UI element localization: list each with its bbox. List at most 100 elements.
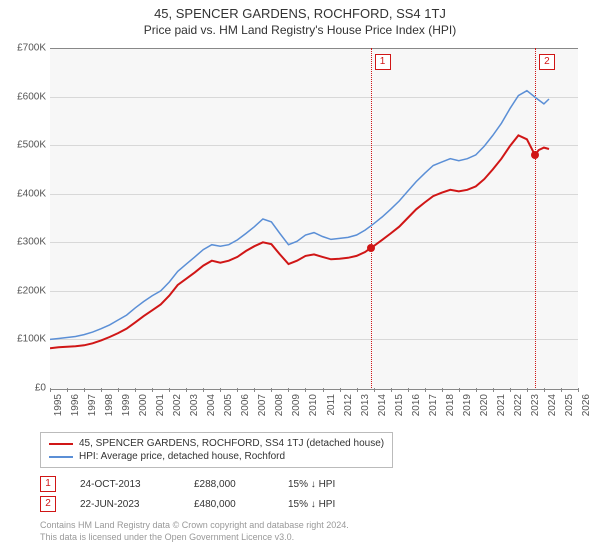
y-axis-label: £400K [17, 188, 46, 199]
x-axis-label: 2013 [360, 394, 371, 416]
x-tick [152, 388, 153, 392]
x-axis-label: 2007 [257, 394, 268, 416]
x-tick [561, 388, 562, 392]
transaction-date: 22-JUN-2023 [80, 499, 170, 510]
transaction-price: £480,000 [194, 499, 264, 510]
x-axis-label: 2023 [530, 394, 541, 416]
y-axis-label: £200K [17, 285, 46, 296]
x-tick [459, 388, 460, 392]
transaction-date: 24-OCT-2013 [80, 479, 170, 490]
x-tick [237, 388, 238, 392]
x-axis-label: 1997 [87, 394, 98, 416]
x-axis-label: 1998 [104, 394, 115, 416]
x-tick [254, 388, 255, 392]
x-axis-label: 2015 [394, 394, 405, 416]
x-axis-label: 2024 [547, 394, 558, 416]
x-tick [271, 388, 272, 392]
legend-swatch [49, 443, 73, 445]
y-axis-label: £0 [35, 383, 46, 394]
x-tick [50, 388, 51, 392]
x-tick [186, 388, 187, 392]
x-axis-label: 2017 [428, 394, 439, 416]
x-axis-label: 2011 [326, 394, 337, 416]
x-axis-label: 2010 [308, 394, 319, 416]
x-tick [288, 388, 289, 392]
x-tick [118, 388, 119, 392]
legend: 45, SPENCER GARDENS, ROCHFORD, SS4 1TJ (… [40, 432, 393, 468]
transaction-delta: 15% ↓ HPI [288, 479, 378, 490]
legend-label: 45, SPENCER GARDENS, ROCHFORD, SS4 1TJ (… [79, 438, 384, 449]
y-axis-label: £600K [17, 91, 46, 102]
x-tick [305, 388, 306, 392]
transaction-table: 1 24-OCT-2013 £288,000 15% ↓ HPI 2 22-JUN-202… [40, 474, 378, 514]
chart-subtitle: Price paid vs. HM Land Registry's House … [0, 21, 600, 41]
x-axis-label: 2002 [172, 394, 183, 416]
x-axis-label: 2012 [343, 394, 354, 416]
x-axis-label: 2001 [155, 394, 166, 416]
chart-title: 45, SPENCER GARDENS, ROCHFORD, SS4 1TJ [0, 0, 600, 21]
x-tick [357, 388, 358, 392]
x-axis-label: 2009 [291, 394, 302, 416]
x-axis-label: 1999 [121, 394, 132, 416]
x-axis-label: 2004 [206, 394, 217, 416]
event-marker [367, 244, 375, 252]
x-axis-label: 2025 [564, 394, 575, 416]
y-axis-label: £100K [17, 334, 46, 345]
transaction-badge: 1 [40, 476, 56, 492]
x-tick [135, 388, 136, 392]
y-axis-label: £300K [17, 237, 46, 248]
legend-label: HPI: Average price, detached house, Roch… [79, 451, 285, 462]
x-axis-label: 2006 [240, 394, 251, 416]
x-axis-label: 2014 [377, 394, 388, 416]
chart-lines [50, 48, 578, 388]
x-tick [476, 388, 477, 392]
y-axis-label: £500K [17, 140, 46, 151]
series-line [50, 91, 549, 340]
x-tick [493, 388, 494, 392]
transaction-price: £288,000 [194, 479, 264, 490]
x-tick [527, 388, 528, 392]
x-axis-label: 1995 [53, 394, 64, 416]
x-tick [510, 388, 511, 392]
x-tick [323, 388, 324, 392]
x-axis-label: 2003 [189, 394, 200, 416]
legend-item: 45, SPENCER GARDENS, ROCHFORD, SS4 1TJ (… [49, 437, 384, 450]
x-axis-label: 2020 [479, 394, 490, 416]
x-tick [374, 388, 375, 392]
x-axis-label: 2019 [462, 394, 473, 416]
transaction-row: 2 22-JUN-2023 £480,000 15% ↓ HPI [40, 494, 378, 514]
event-marker [531, 151, 539, 159]
x-axis-label: 2026 [581, 394, 592, 416]
x-tick [169, 388, 170, 392]
transaction-row: 1 24-OCT-2013 £288,000 15% ↓ HPI [40, 474, 378, 494]
x-axis-label: 2021 [496, 394, 507, 416]
x-axis-label: 2005 [223, 394, 234, 416]
x-tick [442, 388, 443, 392]
chart-area: £0£100K£200K£300K£400K£500K£600K£700K 19… [50, 48, 578, 388]
x-axis-label: 2008 [274, 394, 285, 416]
footnote-line-2: This data is licensed under the Open Gov… [40, 532, 349, 544]
x-tick [220, 388, 221, 392]
x-tick [101, 388, 102, 392]
x-tick [84, 388, 85, 392]
x-axis-label: 2022 [513, 394, 524, 416]
legend-item: HPI: Average price, detached house, Roch… [49, 450, 384, 463]
chart-container: 45, SPENCER GARDENS, ROCHFORD, SS4 1TJ P… [0, 0, 600, 560]
transaction-delta: 15% ↓ HPI [288, 499, 378, 510]
x-tick [578, 388, 579, 392]
x-axis-label: 2000 [138, 394, 149, 416]
footnote-line-1: Contains HM Land Registry data © Crown c… [40, 520, 349, 532]
footnote: Contains HM Land Registry data © Crown c… [40, 520, 349, 543]
x-tick [544, 388, 545, 392]
legend-swatch [49, 456, 73, 458]
x-tick [203, 388, 204, 392]
x-axis-label: 2018 [445, 394, 456, 416]
x-axis-label: 2016 [411, 394, 422, 416]
x-tick [67, 388, 68, 392]
x-tick [391, 388, 392, 392]
x-tick [340, 388, 341, 392]
y-axis-label: £700K [17, 43, 46, 54]
transaction-badge: 2 [40, 496, 56, 512]
x-tick [408, 388, 409, 392]
x-tick [425, 388, 426, 392]
